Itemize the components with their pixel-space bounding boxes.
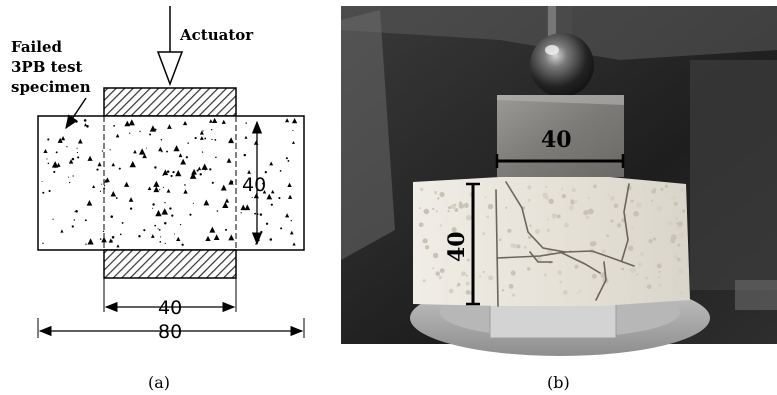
height-dimension-label: 40 [242,174,266,196]
crack-lines [495,181,635,307]
failed-label-line1: Failed [11,38,62,56]
actuator-arrow [156,6,184,87]
actuator-label: Actuator [179,26,254,44]
caption-a: (a) [148,373,170,392]
specimen-pores [418,184,686,297]
block-width-label: 40 [541,127,572,153]
failed-label-line3: specimen [11,78,91,96]
panel-a: Actuator Failed 3PB test specimen 40 40 … [11,6,305,392]
panel-b-photo: 40 40 (b) [341,6,777,392]
support-dimension-label: 40 [158,297,182,319]
specimen-height-label: 40 [444,231,470,262]
total-dimension-label: 80 [158,321,182,343]
steel-ball [530,33,594,97]
bottom-support-block [103,249,237,279]
top-loading-block [103,87,237,117]
failed-leader-arrow [65,97,87,130]
cracked-specimen [413,177,690,306]
failed-label-line2: 3PB test [11,58,83,76]
caption-b: (b) [547,373,570,392]
loading-block [497,95,624,177]
